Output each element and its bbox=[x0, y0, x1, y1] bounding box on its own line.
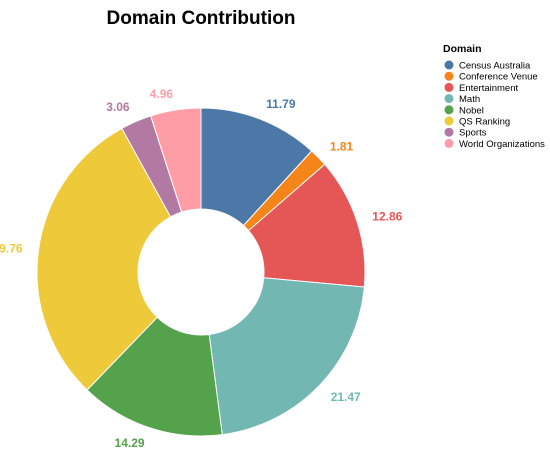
legend-swatch-math bbox=[444, 94, 454, 104]
legend-swatch-qs-ranking bbox=[444, 116, 454, 126]
legend-swatch-sports bbox=[444, 127, 454, 137]
value-label-sports: 3.06 bbox=[106, 100, 130, 114]
legend-swatch-nobel bbox=[444, 105, 454, 115]
chart-title: Domain Contribution bbox=[107, 8, 296, 29]
value-label-nobel: 14.29 bbox=[115, 436, 145, 450]
legend-title: Domain bbox=[443, 43, 482, 55]
slice-nobel bbox=[86, 316, 223, 437]
slice-entertainment bbox=[247, 163, 366, 288]
legend-label-sports: Sports bbox=[459, 128, 487, 139]
value-label-world-organizations: 4.96 bbox=[150, 87, 174, 101]
value-label-census-australia: 11.79 bbox=[266, 97, 296, 111]
value-label-conference-venue: 1.81 bbox=[330, 139, 354, 153]
value-label-entertainment: 12.86 bbox=[372, 210, 402, 224]
donut-slices bbox=[36, 107, 366, 437]
legend-swatch-census-australia bbox=[444, 60, 454, 70]
legend-label-entertainment: Entertainment bbox=[459, 83, 519, 94]
legend-label-census-australia: Census Australia bbox=[459, 61, 531, 72]
slice-math bbox=[208, 277, 365, 436]
legend-swatch-world-organizations bbox=[444, 138, 454, 148]
value-labels: 11.79 1.81 12.86 21.47 14.29 29.76 3.06 4.96 bbox=[0, 87, 403, 450]
legend-label-nobel: Nobel bbox=[459, 105, 484, 116]
slice-world-organizations bbox=[150, 107, 202, 213]
legend-label-math: Math bbox=[459, 94, 480, 105]
legend-swatch-conference-venue bbox=[444, 71, 454, 81]
slice-qs-ranking bbox=[36, 127, 172, 391]
legend-label-world-organizations: World Organizations bbox=[459, 139, 545, 150]
value-label-math: 21.47 bbox=[331, 390, 361, 404]
legend-swatch-entertainment bbox=[444, 82, 454, 92]
value-label-qs-ranking: 29.76 bbox=[0, 241, 23, 255]
legend-label-conference-venue: Conference Venue bbox=[459, 72, 538, 83]
legend-label-qs-ranking: QS Ranking bbox=[459, 117, 510, 128]
